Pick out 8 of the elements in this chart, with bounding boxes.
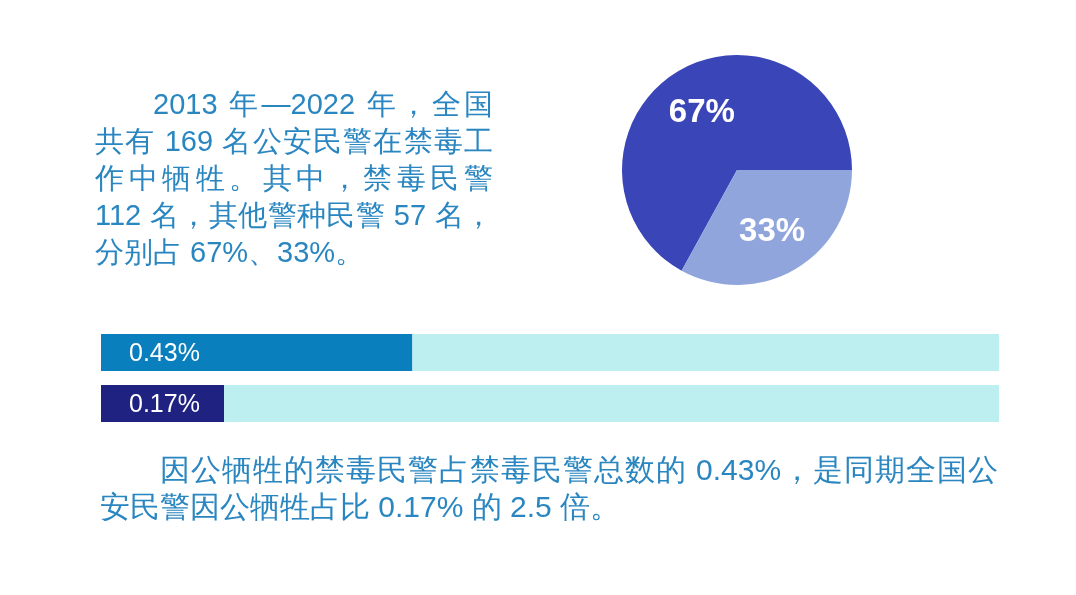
text: 2013 年—2022 年，全国共有 169 名公安民警在禁毒工作中牺牲。其中，禁毒民警 112 名，其他警种民警 57 名，分别占 67%、33%。: [95, 87, 493, 270]
data-label: 0.17%: [129, 389, 200, 418]
data-label: 67%: [668, 92, 735, 130]
data-label: 33%: [739, 210, 806, 248]
pie-slice: [622, 55, 852, 271]
pie-slice: [681, 170, 852, 285]
data-label: 0.43%: [129, 338, 200, 367]
text: 因公牺牲的禁毒民警占禁毒民警总数的 0.43%，是同期全国公安民警因公牺牲占比 0.17% 的 2.5 倍。: [100, 452, 998, 525]
